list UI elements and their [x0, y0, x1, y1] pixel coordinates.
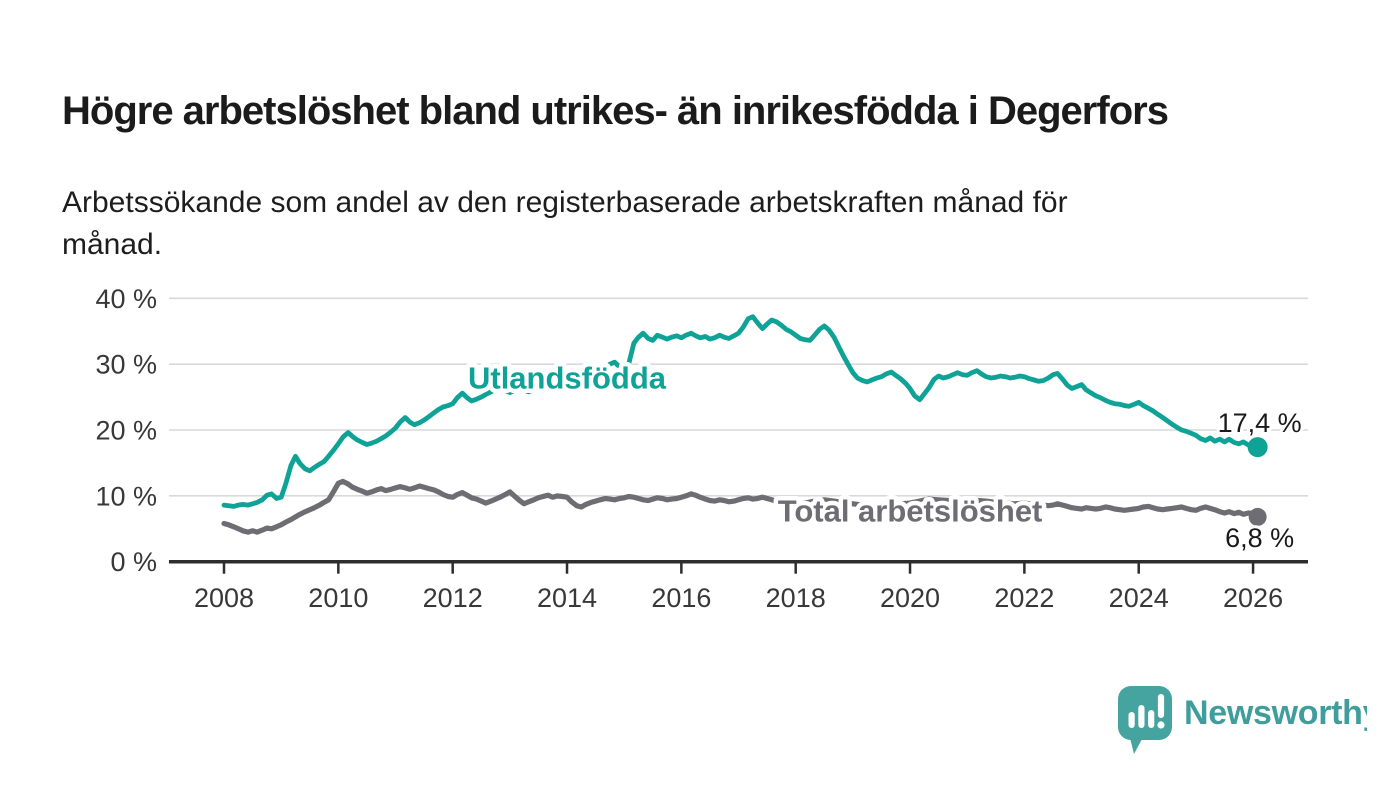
- y-tick-label: 10 %: [95, 481, 157, 511]
- chart-subtitle: Arbetssökande som andel av den registerb…: [62, 186, 1068, 261]
- x-tick-label: 2008: [194, 583, 254, 613]
- x-tick-label: 2010: [308, 583, 368, 613]
- y-tick-label: 40 %: [95, 284, 157, 314]
- end-dot: [1248, 507, 1267, 526]
- newsworthy-logo-icon: [1118, 686, 1172, 754]
- x-tick-label: 2018: [766, 583, 826, 613]
- x-tick-label: 2026: [1223, 583, 1283, 613]
- newsworthy-logo: Newsworthy: [1117, 684, 1382, 760]
- y-tick-label: 30 %: [95, 350, 157, 380]
- x-tick-label: 2024: [1109, 583, 1169, 613]
- series-line-2: [221, 314, 1260, 509]
- end-value-label: 6,8 %: [1225, 523, 1294, 553]
- newsworthy-wordmark: Newsworthy: [1184, 694, 1367, 732]
- series-inline-label: Total arbetslöshet: [778, 493, 1043, 528]
- y-tick-label: 0 %: [110, 547, 157, 577]
- end-value-label: 17,4 %: [1218, 408, 1302, 438]
- page-title: Högre arbetslöshet bland utrikes- än inr…: [62, 88, 1169, 133]
- series-line-1: [221, 478, 1261, 535]
- series-inline-label: Utlandsfödda: [468, 360, 667, 395]
- x-tick-label: 2016: [651, 583, 711, 613]
- x-tick-label: 2022: [994, 583, 1054, 613]
- x-tick-label: 2014: [537, 583, 597, 613]
- end-dot: [1247, 437, 1268, 458]
- x-tick-label: 2020: [880, 583, 940, 613]
- y-tick-label: 20 %: [95, 416, 157, 446]
- bar-chart-glyph: [1128, 694, 1165, 729]
- x-tick-label: 2012: [423, 583, 483, 613]
